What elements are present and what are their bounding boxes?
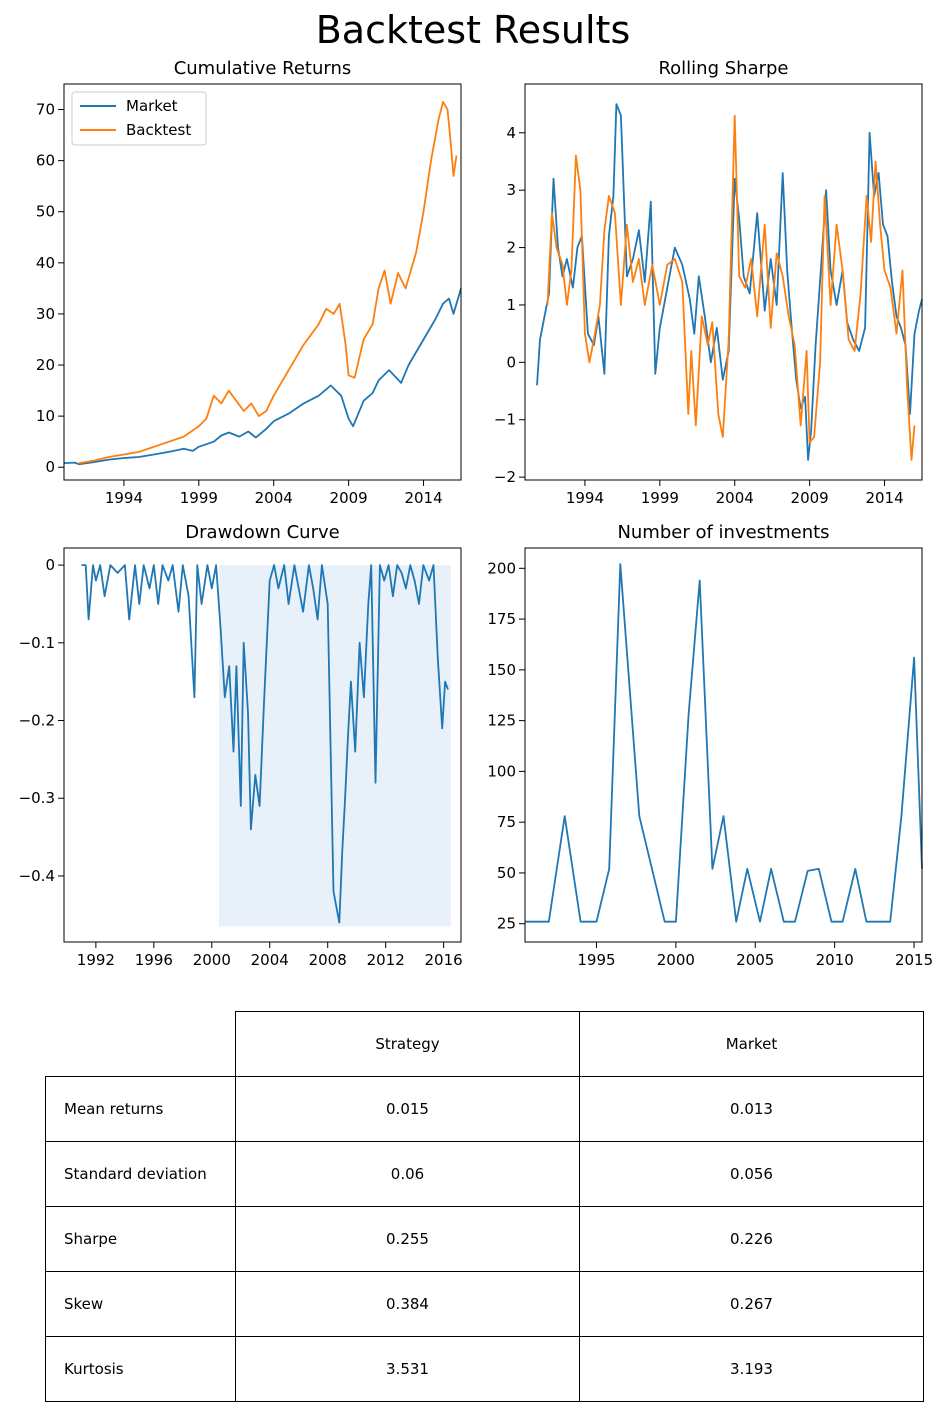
series-line xyxy=(81,564,449,924)
axes-frame xyxy=(63,83,462,481)
legend-label: Market xyxy=(126,97,178,115)
table-row: Skew 0.384 0.267 xyxy=(45,1271,924,1337)
market-value: 0.267 xyxy=(579,1271,924,1337)
x-tick-label: 2004 xyxy=(716,489,754,507)
y-tick-label: 0 xyxy=(506,353,516,371)
table-header-row: Strategy Market xyxy=(46,1011,924,1077)
axes-frame xyxy=(524,83,923,481)
y-tick-label: 200 xyxy=(487,559,516,577)
x-tick-label: 2016 xyxy=(425,951,463,969)
x-tick-label: 2009 xyxy=(791,489,829,507)
series-line xyxy=(525,563,923,923)
row-label: Mean returns xyxy=(45,1076,236,1142)
rolling-sharpe-chart: Rolling Sharpe 1994 1999 2004 2009 2014 −2 −1 0 1… xyxy=(494,58,923,507)
x-tick-label: 1994 xyxy=(105,489,143,507)
x-tick-label: 2000 xyxy=(657,951,695,969)
row-label: Skew xyxy=(45,1271,236,1337)
market-value: 0.056 xyxy=(579,1141,924,1207)
y-tick-label: −0.4 xyxy=(19,867,55,885)
table-row: Mean returns 0.015 0.013 xyxy=(45,1076,924,1142)
cumulative-chart: Cumulative Returns 1994 1999 2004 2009 2014 0 1… xyxy=(36,58,462,507)
y-tick-label: −0.3 xyxy=(19,789,55,807)
y-tick-label: −0.1 xyxy=(19,634,55,652)
backtest-line xyxy=(546,114,916,461)
market-value: 3.193 xyxy=(579,1336,924,1402)
backtest-line xyxy=(78,101,458,464)
y-tick-label: 1 xyxy=(506,296,516,314)
table-row: Standard deviation 0.06 0.056 xyxy=(45,1141,924,1207)
y-tick-label: 0 xyxy=(45,458,55,476)
row-label: Sharpe xyxy=(45,1206,236,1272)
strategy-value: 0.015 xyxy=(235,1076,580,1142)
y-tick-label: 25 xyxy=(497,915,516,933)
y-tick-label: −1 xyxy=(494,411,516,429)
y-tick-label: −0.2 xyxy=(19,712,55,730)
drawdown-fill xyxy=(219,565,451,927)
x-tick-label: 2010 xyxy=(816,951,854,969)
table-row: Kurtosis 3.531 3.193 xyxy=(45,1336,924,1402)
market-value: 0.226 xyxy=(579,1206,924,1272)
table-header-strategy: Strategy xyxy=(235,1011,580,1077)
x-tick-label: 2000 xyxy=(193,951,231,969)
x-tick-label: 2014 xyxy=(404,489,442,507)
strategy-value: 0.255 xyxy=(235,1206,580,1272)
chart-title: Rolling Sharpe xyxy=(658,58,788,79)
y-tick-label: 4 xyxy=(506,124,516,142)
x-tick-label: 2012 xyxy=(367,951,405,969)
y-tick-label: 20 xyxy=(36,356,55,374)
y-tick-label: 3 xyxy=(506,181,516,199)
figure-title: Backtest Results xyxy=(315,8,631,52)
x-tick-label: 1999 xyxy=(180,489,218,507)
strategy-value: 0.06 xyxy=(235,1141,580,1207)
y-tick-label: −2 xyxy=(494,468,516,486)
investments-chart: Number of investments 1995 2000 2005 2010 201… xyxy=(487,522,933,969)
row-label: Standard deviation xyxy=(45,1141,236,1207)
y-tick-label: 40 xyxy=(36,254,55,272)
y-tick-label: 100 xyxy=(487,762,516,780)
x-tick-label: 1996 xyxy=(135,951,173,969)
x-tick-label: 1992 xyxy=(77,951,115,969)
drawdown-chart: Drawdown Curve 1992 1996 2000 2004 2008 2012 20… xyxy=(19,522,463,969)
y-tick-label: 10 xyxy=(36,407,55,425)
statistics-table: Strategy Market Mean returns 0.015 0.013… xyxy=(45,1011,924,1402)
strategy-value: 3.531 xyxy=(235,1336,580,1402)
axes-frame xyxy=(524,547,923,943)
x-tick-label: 1999 xyxy=(641,489,679,507)
y-tick-label: 70 xyxy=(36,101,55,119)
y-tick-label: 2 xyxy=(506,239,516,257)
y-tick-label: 125 xyxy=(487,712,516,730)
y-tick-label: 30 xyxy=(36,305,55,323)
market-line xyxy=(63,288,462,466)
y-tick-label: 60 xyxy=(36,152,55,170)
x-tick-label: 2008 xyxy=(309,951,347,969)
x-tick-label: 2005 xyxy=(736,951,774,969)
chart-title: Drawdown Curve xyxy=(185,522,339,543)
x-tick-label: 2015 xyxy=(895,951,933,969)
x-tick-label: 2009 xyxy=(330,489,368,507)
legend-label: Backtest xyxy=(126,121,191,139)
x-tick-label: 1995 xyxy=(577,951,615,969)
table-header-market: Market xyxy=(579,1011,924,1077)
y-tick-label: 175 xyxy=(487,610,516,628)
market-value: 0.013 xyxy=(579,1076,924,1142)
chart-title: Number of investments xyxy=(617,522,829,543)
y-tick-label: 50 xyxy=(497,864,516,882)
x-tick-label: 2004 xyxy=(255,489,293,507)
y-tick-label: 75 xyxy=(497,813,516,831)
y-tick-label: 0 xyxy=(45,556,55,574)
axes-frame xyxy=(63,547,462,943)
x-tick-label: 2014 xyxy=(865,489,903,507)
y-tick-label: 50 xyxy=(36,203,55,221)
strategy-value: 0.384 xyxy=(235,1271,580,1337)
row-label: Kurtosis xyxy=(45,1336,236,1402)
chart-title: Cumulative Returns xyxy=(174,58,352,79)
table-row: Sharpe 0.255 0.226 xyxy=(45,1206,924,1272)
x-tick-label: 2004 xyxy=(251,951,289,969)
y-tick-label: 150 xyxy=(487,661,516,679)
x-tick-label: 1994 xyxy=(566,489,604,507)
